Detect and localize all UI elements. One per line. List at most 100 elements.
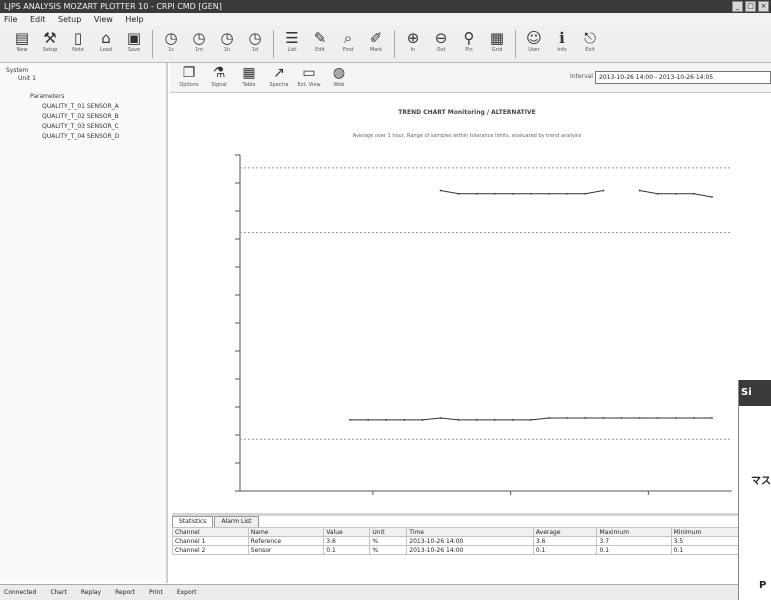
table-cell: 3.7 <box>596 536 672 546</box>
window-controls: _ □ × <box>732 1 769 12</box>
toolbar-button-note[interactable]: ▯ Note <box>64 26 92 62</box>
panel-splitter[interactable] <box>172 513 742 516</box>
toolbar-button-mark[interactable]: ✐ Mark <box>362 26 390 62</box>
toolbar-button-save[interactable]: ▣ Save <box>120 26 148 62</box>
chart-subtitle: Average over 1 hour, Range of samples wi… <box>352 133 582 139</box>
search-icon: ⌕ <box>343 29 353 47</box>
main-toolbar: ▤ New ⚒ Setup ▯ Note ⌂ Load ▣ Save ◷ 1s ◷ 1m ◷ 1h ◷ 1d ☰ Li… <box>0 26 771 63</box>
table-cell: 0.1 <box>670 545 743 555</box>
status-item[interactable]: Print <box>149 589 163 596</box>
toolbar-button-1m[interactable]: ◷ 1m <box>185 26 213 62</box>
list-icon: ☰ <box>285 29 299 47</box>
table-cell: 0.1 <box>323 545 371 555</box>
series-line <box>440 190 604 195</box>
table-cell: 0.1 <box>596 545 672 555</box>
tree-node[interactable]: Parameters <box>30 93 65 100</box>
column-header[interactable]: Maximum <box>596 527 672 537</box>
table-cell: Channel 2 <box>172 545 249 555</box>
table-row[interactable]: Channel 1 Reference 3.6% 2013-10-26 14:00 3.… <box>172 536 743 546</box>
table-cell: % <box>369 545 408 555</box>
save-icon: ▣ <box>126 29 142 47</box>
close-button[interactable]: × <box>758 1 769 12</box>
trend-icon: ↗ <box>273 65 285 81</box>
toolbar-button-1s[interactable]: ◷ 1s <box>157 26 185 62</box>
toolbar-button-label: Pin <box>465 47 473 53</box>
menu-view[interactable]: View <box>93 15 113 24</box>
view-button-web[interactable]: ◍ Web <box>326 65 352 93</box>
table-cell: Sensor <box>247 545 325 555</box>
overlay-text: マス <box>751 476 771 487</box>
toolbar-button-label: Exit <box>585 47 595 53</box>
toolbar-button-exit[interactable]: ⎋ Exit <box>576 26 604 62</box>
tab-statistics[interactable]: Statistics <box>172 516 214 527</box>
toolbar-button-user[interactable]: ☺ User <box>520 26 548 62</box>
toolbar-button-1d[interactable]: ◷ 1d <box>241 26 269 62</box>
toolbar-button-label: 1s <box>168 47 174 53</box>
view-button-options[interactable]: ❐ Options <box>176 65 202 93</box>
menu-setup[interactable]: Setup <box>57 15 82 24</box>
toolbar-button-info[interactable]: ℹ Info <box>548 26 576 62</box>
tree-node[interactable]: QUALITY_T_01 SENSOR_A <box>42 103 119 110</box>
view-button-signal[interactable]: ⚗ Signal <box>206 65 232 93</box>
table-cell: 0.1 <box>532 545 598 555</box>
toolbar-button-edit[interactable]: ✎ Edit <box>306 26 334 62</box>
column-header[interactable]: Average <box>532 527 598 537</box>
column-header[interactable]: Time <box>406 527 534 537</box>
toolbar-button-new[interactable]: ▤ New <box>8 26 36 62</box>
toolbar-separator <box>273 30 274 58</box>
table-row[interactable]: Channel 2 Sensor 0.1% 2013-10-26 14:00 0.1 0.… <box>172 545 743 555</box>
view-button-spectra[interactable]: ↗ Spectra <box>266 65 292 93</box>
table-cell: Channel 1 <box>172 536 249 546</box>
status-item[interactable]: Report <box>115 589 135 596</box>
toolbar-button-grid[interactable]: ▦ Grid <box>483 26 511 62</box>
tree-node[interactable]: QUALITY_T_03 SENSOR_C <box>42 123 119 130</box>
tab-alarm-list[interactable]: Alarm List <box>214 516 259 527</box>
toolbar-separator <box>394 30 395 58</box>
table-cell: 3.6 <box>532 536 598 546</box>
status-item[interactable]: Connected <box>4 589 37 596</box>
chart-title: TREND CHART Monitoring / ALTERNATIVE <box>398 109 536 116</box>
toolbar-button-label: Mark <box>369 47 383 53</box>
toolbar-button-label: Load <box>100 47 112 53</box>
status-item[interactable]: Chart <box>50 589 67 596</box>
column-header[interactable]: Channel <box>172 527 249 537</box>
column-header[interactable]: Value <box>323 527 371 537</box>
toolbar-button-load[interactable]: ⌂ Load <box>92 26 120 62</box>
interval-field[interactable]: 2013-10-26 14:00 - 2013-10-26 14:05 <box>595 71 771 84</box>
column-header[interactable]: Minimum <box>670 527 743 537</box>
menu-edit[interactable]: Edit <box>29 15 46 24</box>
view-button-table[interactable]: ▦ Table <box>236 65 262 93</box>
view-button-ext-view[interactable]: ▭ Ext. View <box>296 65 322 93</box>
overlay-window[interactable]: Si マス P <box>738 380 771 600</box>
tree-node[interactable]: QUALITY_T_04 SENSOR_D <box>42 133 120 140</box>
trend-chart[interactable] <box>172 95 762 513</box>
edit-icon: ✎ <box>313 29 327 47</box>
clock-icon: ◷ <box>220 29 234 47</box>
minimize-button[interactable]: _ <box>732 1 743 12</box>
toolbar-button-label: List <box>287 47 297 53</box>
toolbar-button-label: Edit <box>315 47 325 53</box>
toolbar-button-1h[interactable]: ◷ 1h <box>213 26 241 62</box>
series-line <box>350 417 712 421</box>
tree-node[interactable]: QUALITY_T_02 SENSOR_B <box>42 113 119 120</box>
pen-icon: ✐ <box>369 29 383 47</box>
toolbar-button-pin[interactable]: ⚲ Pin <box>455 26 483 62</box>
status-item[interactable]: Export <box>176 589 197 596</box>
menu-help[interactable]: Help <box>125 15 144 24</box>
table-cell: 2013-10-26 14:00 <box>406 545 534 555</box>
toolbar-button-setup[interactable]: ⚒ Setup <box>36 26 64 62</box>
toolbar-button-out[interactable]: ⊖ Out <box>427 26 455 62</box>
toolbar-button-in[interactable]: ⊕ In <box>399 26 427 62</box>
status-item[interactable]: Replay <box>80 589 102 596</box>
column-header[interactable]: Name <box>247 527 325 537</box>
tree-node[interactable]: Unit 1 <box>18 75 36 82</box>
pin-icon: ⚲ <box>463 29 475 47</box>
toolbar-button-list[interactable]: ☰ List <box>278 26 306 62</box>
channel-tree[interactable]: System Unit 1 Parameters QUALITY_T_01 SENSO… <box>0 63 168 583</box>
column-header[interactable]: Unit <box>369 527 408 537</box>
maximize-button[interactable]: □ <box>745 1 756 12</box>
menu-file[interactable]: File <box>4 15 18 24</box>
window-title: LJPS ANALYSIS MOZART PLOTTER 10 - CRPI C… <box>4 2 222 11</box>
tree-node[interactable]: System <box>6 67 29 74</box>
toolbar-button-find[interactable]: ⌕ Find <box>334 26 362 62</box>
